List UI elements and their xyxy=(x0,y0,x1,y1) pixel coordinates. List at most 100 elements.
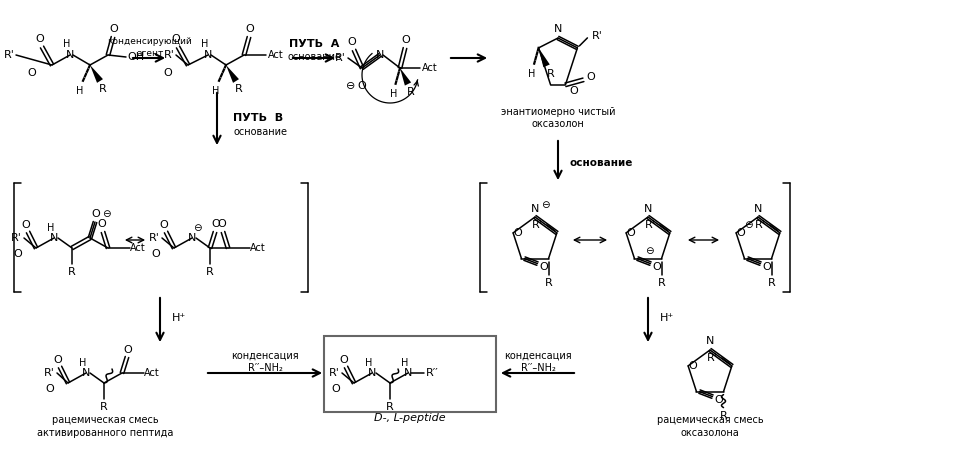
Text: H⁺: H⁺ xyxy=(660,313,674,323)
Text: N: N xyxy=(644,204,653,214)
Text: Act: Act xyxy=(144,368,160,378)
Text: N: N xyxy=(376,50,384,60)
Text: O: O xyxy=(124,345,132,355)
Text: оксазолона: оксазолона xyxy=(681,428,739,438)
Text: основание: основание xyxy=(233,127,287,137)
Text: R: R xyxy=(720,411,728,421)
Text: H: H xyxy=(202,39,208,49)
Text: O: O xyxy=(217,219,226,229)
Text: R: R xyxy=(386,402,393,412)
Text: O: O xyxy=(164,68,172,78)
Text: R': R' xyxy=(11,233,22,243)
Text: O: O xyxy=(21,220,30,230)
Text: R': R' xyxy=(645,220,656,230)
Text: O: O xyxy=(513,228,522,238)
Polygon shape xyxy=(90,65,103,83)
Text: N: N xyxy=(554,24,562,34)
Text: R': R' xyxy=(44,368,55,378)
Text: Act: Act xyxy=(250,243,266,253)
Text: O: O xyxy=(171,34,180,44)
Text: H: H xyxy=(365,358,373,368)
Text: R: R xyxy=(768,278,775,288)
Text: ⊖: ⊖ xyxy=(645,246,654,256)
Text: агент: агент xyxy=(136,48,164,58)
Text: O: O xyxy=(245,24,254,34)
Text: R: R xyxy=(206,267,214,277)
Text: активированного пептида: активированного пептида xyxy=(37,428,173,438)
Text: R': R' xyxy=(532,220,543,230)
Text: R: R xyxy=(657,278,665,288)
FancyBboxPatch shape xyxy=(324,336,496,412)
Text: R': R' xyxy=(4,50,15,60)
Text: O: O xyxy=(54,355,62,365)
Text: Act: Act xyxy=(131,243,146,253)
Text: H: H xyxy=(528,69,536,79)
Text: H⁺: H⁺ xyxy=(172,313,186,323)
Text: Act: Act xyxy=(268,50,283,60)
Text: O: O xyxy=(714,395,723,405)
Text: O: O xyxy=(626,228,635,238)
Text: O: O xyxy=(331,384,340,394)
Text: N: N xyxy=(368,368,376,378)
Text: H: H xyxy=(79,358,87,368)
Text: O: O xyxy=(539,262,547,272)
Text: ⊖: ⊖ xyxy=(193,223,202,233)
Text: R': R' xyxy=(707,353,718,363)
Text: R: R xyxy=(544,278,552,288)
Text: конденсация: конденсация xyxy=(505,351,572,361)
Text: O: O xyxy=(653,262,660,272)
Text: энантиомерно чистый: энантиомерно чистый xyxy=(501,107,616,117)
Text: оксазолон: оксазолон xyxy=(532,119,584,129)
Text: основание: основание xyxy=(287,52,341,62)
Text: R': R' xyxy=(329,368,340,378)
Text: O: O xyxy=(586,72,595,82)
Text: рацемическая смесь: рацемическая смесь xyxy=(52,415,159,425)
Text: O: O xyxy=(92,209,100,219)
Text: R': R' xyxy=(755,220,766,230)
Text: N: N xyxy=(188,233,196,243)
Text: ⊖: ⊖ xyxy=(541,200,549,210)
Text: рацемическая смесь: рацемическая смесь xyxy=(656,415,764,425)
Polygon shape xyxy=(539,48,549,67)
Text: O: O xyxy=(348,37,356,47)
Text: O: O xyxy=(14,249,22,259)
Text: H: H xyxy=(48,223,55,233)
Text: O: O xyxy=(97,219,106,229)
Text: N: N xyxy=(706,336,714,346)
Text: OH: OH xyxy=(128,52,144,62)
Text: H: H xyxy=(212,86,220,96)
Text: N: N xyxy=(531,204,540,214)
Text: Act: Act xyxy=(422,63,438,73)
Text: R: R xyxy=(407,87,415,97)
Text: R: R xyxy=(99,84,107,94)
Text: O: O xyxy=(340,355,349,365)
Text: R′′: R′′ xyxy=(426,368,438,378)
Text: R′′–NH₂: R′′–NH₂ xyxy=(520,363,555,373)
Text: R: R xyxy=(235,84,243,94)
Text: ⊖: ⊖ xyxy=(347,81,356,91)
Text: N: N xyxy=(204,50,212,60)
Text: конденсация: конденсация xyxy=(231,351,299,361)
Text: N: N xyxy=(404,368,412,378)
Text: R': R' xyxy=(335,53,346,63)
Text: ПУТЬ  А: ПУТЬ А xyxy=(289,39,339,49)
Text: D-, L-peptide: D-, L-peptide xyxy=(374,413,446,423)
Text: R′′–NH₂: R′′–NH₂ xyxy=(247,363,282,373)
Text: O: O xyxy=(736,228,745,238)
Text: ⊖: ⊖ xyxy=(101,209,110,219)
Text: O: O xyxy=(151,249,160,259)
Text: O: O xyxy=(762,262,770,272)
Text: N: N xyxy=(66,50,74,60)
Text: ПУТЬ  В: ПУТЬ В xyxy=(233,113,283,123)
Text: R: R xyxy=(546,69,554,79)
Text: H: H xyxy=(391,89,397,99)
Text: O: O xyxy=(401,35,410,45)
Text: O: O xyxy=(569,86,578,96)
Text: основание: основание xyxy=(570,158,633,168)
Text: O: O xyxy=(27,68,36,78)
Text: ⊖: ⊖ xyxy=(744,220,753,230)
Text: R: R xyxy=(100,402,108,412)
Text: O: O xyxy=(45,384,54,394)
Text: O: O xyxy=(160,220,169,230)
Text: O: O xyxy=(36,34,45,44)
